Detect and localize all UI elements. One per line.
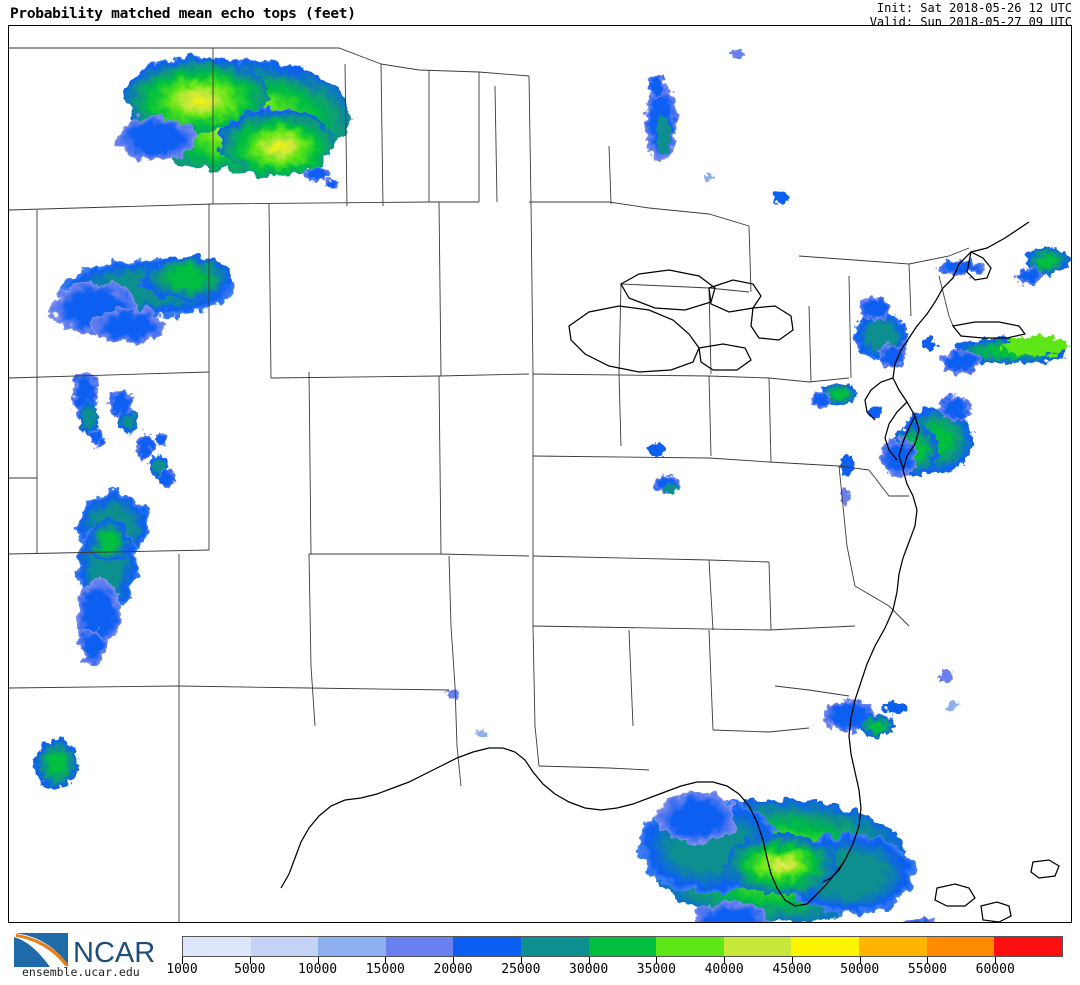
colorbar-tick-20000: [453, 957, 455, 964]
map-panel[interactable]: [8, 25, 1072, 923]
page-title: Probability matched mean echo tops (feet…: [10, 6, 356, 22]
echo-blob-new-england: [937, 247, 1069, 284]
colorbar-tick-label-30000: 30000: [569, 962, 609, 977]
echo-blob-pennsylvania: [855, 296, 907, 368]
colorbar-tick-label-60000: 60000: [975, 962, 1015, 977]
colorbar-tick-label-55000: 55000: [907, 962, 948, 977]
init-time-label: Init: Sat 2018-05-26 12 UTC: [876, 1, 1072, 15]
ncar-mark-icon: [14, 933, 69, 967]
colorbar-tick-5000: [249, 957, 251, 964]
echo-blob-arizona-mexico: [35, 739, 79, 789]
echo-blob-nd-outlier: [303, 167, 338, 189]
echo-tops-field: [35, 49, 1069, 922]
colorbar-tick-15000: [385, 957, 387, 964]
echo-blob-wyoming-nebraska: [51, 256, 235, 344]
colorbar-segment-8: [723, 937, 792, 956]
echo-blob-long-island: [921, 336, 1069, 374]
colorbar-tick-label-45000: 45000: [772, 962, 812, 977]
colorbar-segment-3: [385, 937, 454, 956]
colorbar-tick-label-35000: 35000: [636, 962, 676, 977]
colorbar-segment-10: [859, 937, 927, 956]
colorbar-segment-2: [318, 937, 386, 956]
colorbar-tick-label-50000: 50000: [840, 962, 880, 977]
echo-blob-florida-north: [823, 671, 959, 737]
echo-blob-ontario: [645, 74, 677, 162]
echo-blob-florida-gulf: [639, 792, 915, 922]
echo-blob-new-mexico: [77, 492, 149, 664]
colorbar-tick-60000: [995, 957, 997, 964]
echo-blob-chesapeake: [881, 395, 973, 478]
echo-blob-colorado-cells: [72, 370, 175, 487]
colorbar-tick-label-10000: 10000: [297, 962, 338, 977]
colorbar-tick-label-40000: 40000: [704, 962, 744, 977]
colorbar-tick-label-5000: 5000: [234, 962, 266, 977]
colorbar-tick-label-15000: 15000: [365, 962, 405, 977]
colorbar-tick-1000: [182, 957, 183, 964]
echo-blob-ohio-valley: [648, 443, 854, 504]
ncar-logo[interactable]: NCAR: [10, 929, 175, 979]
colorbar-segment-0: [183, 937, 251, 956]
colorbar-segment-6: [588, 937, 657, 956]
colorbar-labels: 1000 5000 10000 15000 20000 25000 30000 35000 40…: [0, 962, 1080, 982]
valid-time-label: Valid: Sun 2018-05-27 09 UTC: [869, 14, 1072, 29]
colorbar-tick-45000: [791, 957, 793, 964]
echo-blob-delaware: [811, 383, 882, 418]
colorbar-tick-10000: [317, 957, 319, 964]
colorbar-segment-4: [453, 937, 522, 956]
colorbar[interactable]: [182, 936, 1063, 957]
echo-blob-bahamas: [904, 917, 938, 922]
echo-blob-scattered-north: [704, 49, 789, 204]
forecast-timestamps: Init: Sat 2018-05-26 12 UTC Valid: Sun 2…: [869, 1, 1072, 29]
weather-map[interactable]: [9, 26, 1071, 922]
colorbar-segment-5: [521, 937, 589, 956]
colorbar-tick-30000: [588, 957, 590, 964]
ncar-wordmark: NCAR: [73, 937, 155, 969]
echo-blob-north-dakota: [117, 56, 349, 176]
colorbar-tick-label-1000: 1000: [166, 962, 198, 977]
ensemble-site-label: ensemble.ucar.edu: [22, 965, 140, 979]
colorbar-segment-1: [250, 937, 319, 956]
state-borders: [9, 47, 970, 922]
coastline: [280, 221, 1060, 922]
colorbar-tick-35000: [656, 957, 658, 964]
colorbar-segment-12: [994, 937, 1062, 956]
colorbar-tick-label-20000: 20000: [433, 962, 473, 977]
colorbar-ticks: [182, 957, 1063, 965]
colorbar-tick-50000: [859, 957, 861, 964]
colorbar-tick-55000: [927, 957, 929, 964]
colorbar-segment-11: [926, 937, 995, 956]
colorbar-tick-label-25000: 25000: [501, 962, 541, 977]
colorbar-segment-9: [791, 937, 860, 956]
colorbar-tick-40000: [724, 957, 726, 964]
colorbar-tick-25000: [520, 957, 522, 964]
colorbar-segment-7: [656, 937, 724, 956]
echo-blob-gulf-scattered: [447, 689, 486, 738]
